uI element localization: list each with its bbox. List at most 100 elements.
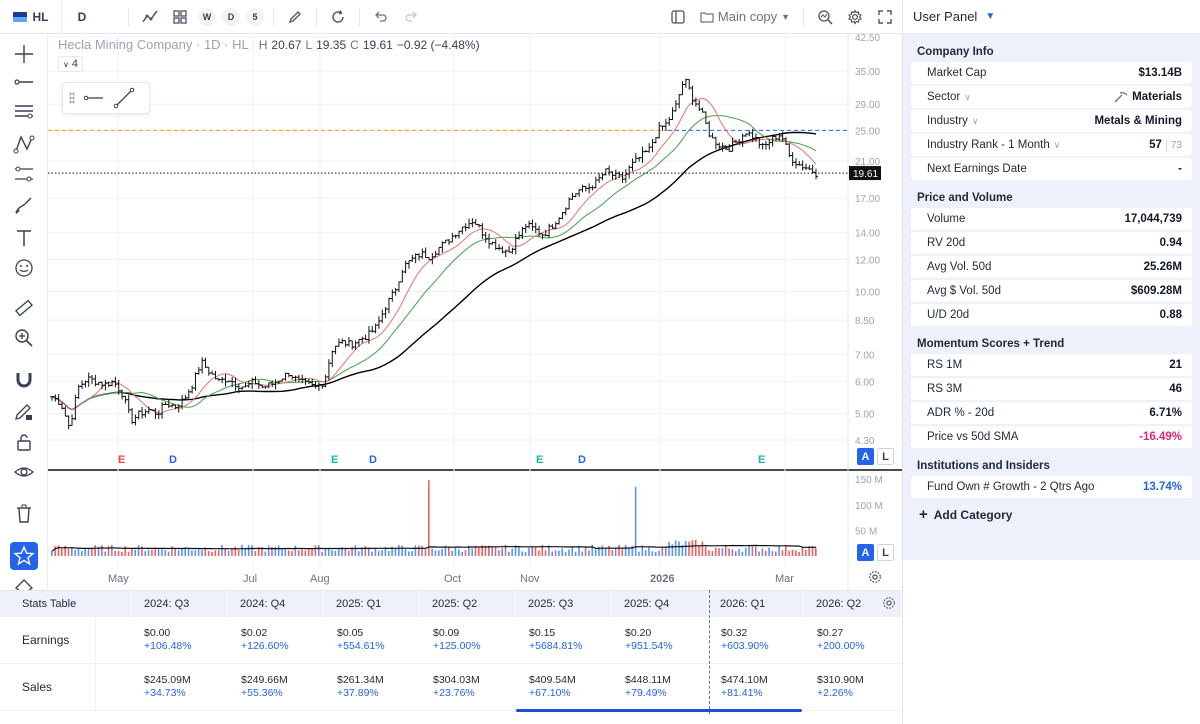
volume-bar bbox=[174, 548, 177, 556]
weekly-interval-button[interactable]: W bbox=[198, 7, 216, 26]
volume-bar bbox=[147, 549, 150, 556]
x-axis-label: Jul bbox=[243, 573, 257, 585]
volume-bar bbox=[448, 547, 450, 556]
volume-bar bbox=[307, 549, 310, 556]
volume-bar bbox=[271, 547, 273, 556]
volume-bars bbox=[51, 480, 817, 556]
volume-bar bbox=[781, 550, 784, 556]
volume-bar bbox=[541, 544, 544, 556]
panel-empty-area bbox=[903, 560, 1200, 724]
pencil-icon[interactable] bbox=[280, 2, 310, 32]
x-axis-label: Oct bbox=[444, 573, 461, 585]
trash-icon[interactable] bbox=[10, 500, 38, 528]
section-title: Company Info bbox=[917, 46, 994, 58]
volume-bar bbox=[374, 547, 377, 556]
volume-bar bbox=[718, 548, 720, 556]
volume-bar bbox=[594, 549, 597, 556]
volume-auto-scale-button[interactable]: A bbox=[857, 544, 874, 561]
redo-icon[interactable] bbox=[396, 2, 426, 32]
indicator-collapse-button[interactable]: ∨ 4 bbox=[58, 56, 84, 72]
volume-bar bbox=[294, 545, 297, 556]
price-tick-label: 5.00 bbox=[855, 409, 875, 420]
chart-settings-gear-icon[interactable] bbox=[868, 570, 882, 584]
quarter-header: 2024: Q3 bbox=[132, 591, 228, 617]
five-interval-button[interactable]: 5 bbox=[246, 7, 264, 26]
horizontal-line-icon[interactable] bbox=[83, 91, 105, 105]
table-scroll-indicator[interactable] bbox=[516, 709, 802, 712]
indicators-icon[interactable] bbox=[135, 2, 165, 32]
interval-button[interactable]: D bbox=[77, 9, 87, 24]
gear-icon[interactable] bbox=[840, 2, 870, 32]
zoom-in-icon[interactable] bbox=[10, 324, 38, 352]
add-category-button[interactable]: + Add Category bbox=[919, 506, 1013, 523]
volume-bar bbox=[151, 549, 153, 556]
ruler-icon[interactable] bbox=[10, 294, 38, 322]
volume-bar bbox=[157, 547, 160, 556]
user-panel: User Panel ▼ Company Info Market Cap $13.… bbox=[902, 0, 1200, 724]
ray-line-icon[interactable] bbox=[113, 87, 135, 109]
price-chart-svg[interactable]: 42.50 35.00 29.00 25.00 21.00 17.00 14.00 12.00… bbox=[48, 34, 902, 590]
list-item[interactable]: Industry ∨ Metals & Mining bbox=[911, 110, 1192, 132]
company-info-section: Company Info Market Cap $13.14B Sector ∨ Ma… bbox=[911, 40, 1192, 180]
volume-bar bbox=[491, 546, 493, 556]
list-item: RS 3M 46 bbox=[911, 378, 1192, 400]
screener-icon[interactable] bbox=[810, 2, 840, 32]
volume-bar bbox=[127, 551, 130, 556]
volume-bar bbox=[528, 547, 530, 556]
draw-lock-pencil-icon[interactable] bbox=[10, 398, 38, 426]
refresh-icon[interactable] bbox=[323, 2, 353, 32]
list-item: Avg Vol. 50d 25.26M bbox=[911, 256, 1192, 278]
layout-grid-icon[interactable] bbox=[165, 2, 195, 32]
volume-bar bbox=[184, 547, 187, 556]
brush-icon[interactable] bbox=[10, 192, 38, 220]
volume-bar bbox=[698, 546, 700, 556]
eye-icon[interactable] bbox=[10, 458, 38, 486]
watchlist-star-icon[interactable] bbox=[10, 542, 38, 570]
last-price-label: 19.61 bbox=[853, 169, 878, 180]
magnet-icon[interactable] bbox=[10, 366, 38, 394]
volume-log-scale-button[interactable]: L bbox=[877, 544, 894, 561]
symbol-search-button[interactable]: HL bbox=[0, 0, 62, 34]
log-scale-button[interactable]: L bbox=[877, 448, 894, 465]
volume-tick-label: 150 M bbox=[855, 475, 883, 486]
auto-scale-button[interactable]: A bbox=[857, 448, 874, 465]
stats-table: Stats Table 2024: Q3 2024: Q4 2025: Q1 2… bbox=[0, 590, 902, 724]
undo-icon[interactable] bbox=[366, 2, 396, 32]
projection-divider bbox=[709, 590, 710, 714]
trendline-tool-icon[interactable] bbox=[10, 68, 38, 96]
volume-bar bbox=[244, 548, 247, 556]
fib-lines-icon[interactable] bbox=[10, 98, 38, 126]
section-title: Price and Volume bbox=[917, 192, 1013, 204]
lock-icon[interactable] bbox=[10, 428, 38, 456]
stats-settings-gear-icon[interactable] bbox=[882, 596, 896, 610]
list-item: ADR % - 20d 6.71% bbox=[911, 402, 1192, 424]
channel-tool-icon[interactable] bbox=[10, 160, 38, 188]
crosshair-icon[interactable] bbox=[10, 40, 38, 68]
volume-bar bbox=[761, 548, 764, 556]
list-item[interactable]: Sector ∨ Materials bbox=[911, 86, 1192, 108]
fullscreen-icon[interactable] bbox=[870, 2, 900, 32]
panel-toggle-icon[interactable] bbox=[663, 2, 693, 32]
divider bbox=[128, 7, 129, 26]
list-item[interactable]: Industry Rank - 1 Month ∨ 57 73 bbox=[911, 134, 1192, 156]
volume-bar bbox=[231, 548, 233, 556]
drag-handle-icon[interactable] bbox=[69, 92, 75, 104]
last-price-badge bbox=[849, 166, 881, 181]
volume-bar bbox=[531, 546, 534, 556]
table-cell: $0.20 +951.54% bbox=[625, 627, 673, 652]
volume-bar bbox=[788, 550, 790, 556]
layout-selector[interactable]: Main copy ▼ bbox=[693, 9, 797, 24]
volume-bar bbox=[464, 550, 467, 556]
daily-interval-button[interactable]: D bbox=[222, 7, 240, 26]
dividend-marker: D bbox=[578, 454, 586, 466]
volume-bar bbox=[117, 551, 120, 556]
pattern-tool-icon[interactable] bbox=[10, 130, 38, 158]
indicator-count: 4 bbox=[71, 58, 79, 70]
user-panel-header[interactable]: User Panel ▼ bbox=[903, 0, 1200, 34]
chart-area[interactable]: 42.50 35.00 29.00 25.00 21.00 17.00 14.00 12.00… bbox=[48, 34, 902, 590]
emoji-icon[interactable] bbox=[10, 254, 38, 282]
volume-bar bbox=[124, 546, 126, 556]
text-tool-icon[interactable] bbox=[10, 224, 38, 252]
volume-bar bbox=[291, 551, 293, 556]
